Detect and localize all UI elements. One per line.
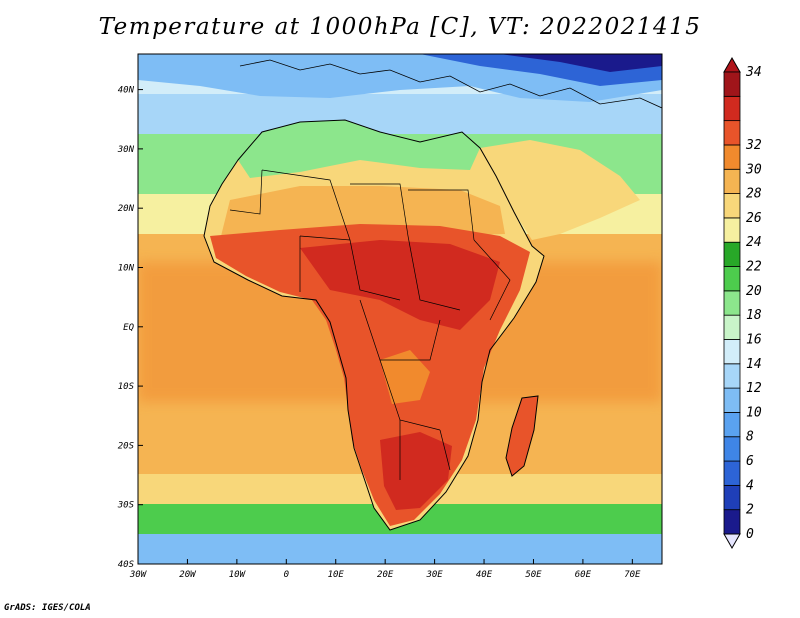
- colorbar-segment: [723, 412, 741, 438]
- colorbar-label: 12: [746, 381, 762, 396]
- colorbar-label: 10: [746, 405, 762, 420]
- plot-frame: [137, 53, 663, 565]
- colorbar-segment: [723, 217, 741, 243]
- lat-tick-label: 30N: [117, 145, 135, 155]
- colorbar-label: 24: [746, 235, 762, 250]
- lat-tick-label: 20N: [118, 204, 135, 214]
- colorbar-segment: [723, 339, 741, 365]
- colorbar-segment: [723, 95, 741, 122]
- colorbar-segment: [723, 193, 741, 219]
- colorbar-label: 8: [746, 430, 754, 445]
- colorbar-segment: [723, 387, 741, 413]
- longitude-axis: 30W 20W 10W 0 10E 20E 30E 40E 50E 60E 70E: [129, 559, 641, 580]
- lon-tick-label: 0: [284, 570, 289, 580]
- lon-tick-label: 30E: [425, 570, 443, 580]
- lat-tick-label: EQ: [123, 323, 134, 333]
- madagascar-coastline: [505, 395, 539, 477]
- colorbar-segment: [723, 460, 741, 486]
- colorbar-segment: [723, 168, 741, 194]
- lon-tick-label: 60E: [575, 570, 592, 580]
- europe-coastline: [239, 59, 662, 109]
- colorbar-under-triangle: [723, 533, 741, 550]
- angola-warm: [380, 350, 430, 404]
- colorbar-label: 18: [746, 308, 762, 323]
- colorbar-label: 6: [746, 454, 754, 469]
- footer-credit: GrADS: IGES/COLA: [4, 603, 91, 613]
- lon-tick-label: 10W: [229, 570, 247, 580]
- band-south-blue: [138, 534, 662, 564]
- lon-tick-label: 20W: [179, 570, 197, 580]
- colorbar-segment: [723, 484, 741, 511]
- lat-tick-label: 10S: [118, 382, 135, 392]
- colorbar-segment: [723, 241, 741, 267]
- colorbar-label: 4: [746, 478, 754, 493]
- lon-tick-label: 10E: [328, 570, 345, 580]
- lat-tick-label: 10N: [118, 263, 135, 273]
- lon-tick-label: 20E: [377, 570, 394, 580]
- lat-tick-label: 40S: [118, 560, 135, 570]
- colorbar-label: 32: [745, 138, 762, 153]
- colorbar-label: 34: [745, 65, 762, 80]
- southern-africa-hot: [380, 432, 452, 510]
- colorbar-label: 20: [746, 284, 762, 299]
- lat-tick-label: 30S: [117, 501, 135, 511]
- lon-tick-label: 70E: [624, 570, 641, 580]
- colorbar-label: 28: [746, 187, 762, 202]
- colorbar-segment: [723, 144, 741, 170]
- colorbar-label: 16: [746, 332, 762, 347]
- lon-tick-label: 50E: [525, 570, 542, 580]
- lon-tick-label: 40E: [476, 570, 493, 580]
- colorbar-label: 26: [746, 211, 762, 226]
- coldest-northeast: [500, 54, 662, 72]
- colorbar-label: 2: [746, 503, 754, 518]
- lon-tick-label: 30W: [129, 570, 148, 580]
- temperature-field: [138, 54, 662, 564]
- map-title: Temperature at 1000hPa [C], VT: 20220214…: [98, 14, 702, 40]
- africa-coastline: [203, 119, 545, 531]
- colorbar-label: 0: [746, 527, 754, 542]
- lat-tick-label: 20S: [118, 441, 135, 451]
- latitude-axis: 40S 30S 20S 10S EQ 10N 20N 30N 40N: [117, 86, 143, 570]
- colorbar-segment: [723, 436, 741, 462]
- colorbar-segment: [723, 509, 741, 535]
- colorbar-segment: [723, 120, 741, 146]
- colorbar-segment: [723, 290, 741, 316]
- colorbar-label: 30: [745, 162, 762, 177]
- country-borders: [229, 169, 511, 480]
- colorbar-segment: [723, 266, 741, 292]
- colorbar-label: 14: [746, 357, 762, 372]
- madagascar: [506, 396, 538, 476]
- arabian-peninsula: [480, 140, 640, 240]
- lat-tick-label: 40N: [118, 86, 135, 96]
- colorbar-label: 22: [746, 260, 762, 275]
- colorbar-segment: [723, 363, 741, 389]
- colorbar-over-triangle: [723, 56, 741, 73]
- colorbar-segment: [723, 314, 741, 340]
- colorbar-segment: [723, 71, 741, 97]
- north-africa-green: [238, 120, 480, 178]
